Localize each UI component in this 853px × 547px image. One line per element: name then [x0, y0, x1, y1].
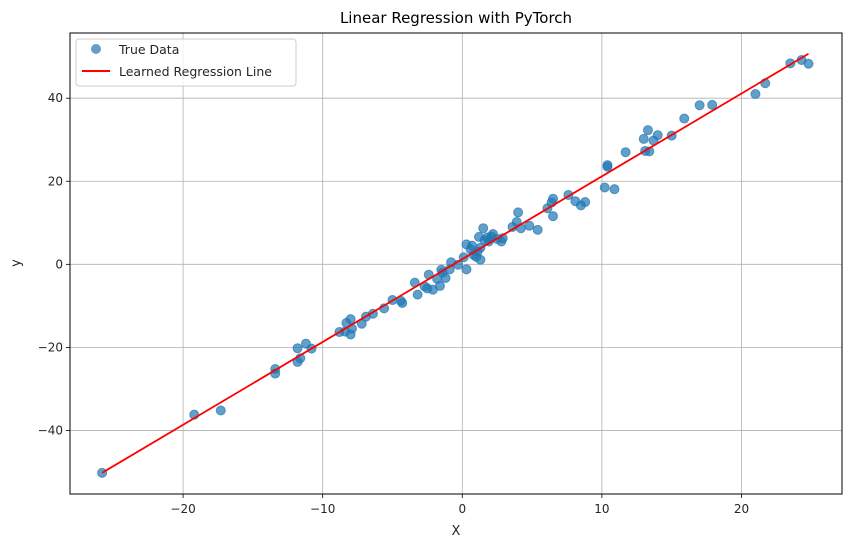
data-point — [524, 220, 535, 231]
plot-frame — [69, 32, 843, 495]
data-point — [750, 89, 761, 100]
y-axis: −40 −20 0 20 40 — [38, 91, 70, 437]
data-point — [440, 273, 451, 284]
legend: True Data Learned Regression Line — [75, 38, 297, 87]
x-tick-label: −20 — [170, 502, 195, 516]
data-point — [292, 343, 303, 354]
data-point — [397, 297, 408, 308]
plot-marks — [97, 52, 814, 478]
data-point — [475, 254, 486, 265]
legend-label-regression-line: Learned Regression Line — [119, 64, 272, 79]
data-point — [642, 125, 653, 136]
legend-label-true-data: True Data — [118, 42, 179, 57]
data-point — [434, 280, 445, 291]
data-point — [461, 264, 472, 275]
data-point — [803, 58, 814, 69]
chart-title: Linear Regression with PyTorch — [340, 9, 572, 27]
y-tick-label: 20 — [48, 174, 63, 188]
x-axis: −20 −10 0 10 20 — [170, 494, 749, 516]
regression-line — [101, 52, 809, 474]
data-point — [548, 211, 559, 222]
legend-marker-true-data — [91, 44, 101, 54]
y-tick-label: −40 — [38, 423, 63, 437]
x-tick-label: 10 — [594, 502, 609, 516]
y-tick-label: 40 — [48, 91, 63, 105]
data-point — [609, 184, 620, 195]
data-point — [548, 193, 559, 204]
y-tick-label: 0 — [55, 257, 63, 271]
x-axis-label: X — [452, 524, 461, 539]
data-point — [513, 207, 524, 218]
data-point — [638, 133, 649, 144]
data-point — [620, 147, 631, 158]
data-point — [707, 99, 718, 110]
data-point — [679, 113, 690, 124]
data-point — [412, 289, 423, 300]
x-tick-label: 20 — [734, 502, 749, 516]
y-axis-label: y — [9, 259, 24, 267]
legend-box — [75, 38, 297, 87]
x-tick-label: −10 — [310, 502, 335, 516]
data-point — [580, 197, 591, 208]
x-tick-label: 0 — [458, 502, 466, 516]
data-point — [478, 223, 489, 234]
data-point — [602, 160, 613, 171]
data-point — [345, 314, 356, 325]
data-point — [215, 405, 226, 416]
data-point — [532, 224, 543, 235]
y-tick-label: −20 — [38, 340, 63, 354]
data-point — [694, 100, 705, 111]
data-point — [599, 182, 610, 193]
data-point — [652, 130, 663, 141]
